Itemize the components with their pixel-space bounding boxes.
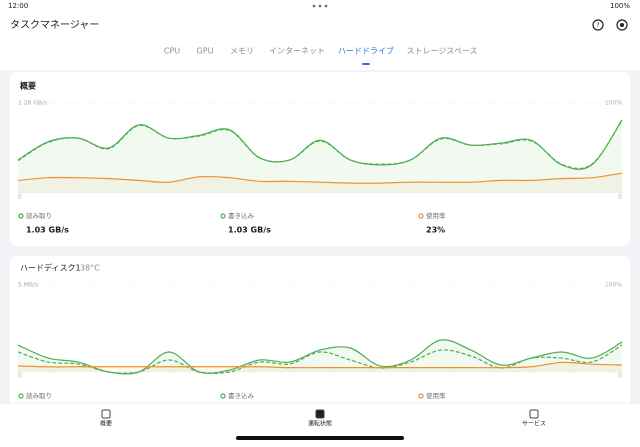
legend-label: 書き込み bbox=[228, 211, 255, 220]
line bbox=[17, 344, 623, 374]
y-tick-label: 5 MB/s bbox=[18, 282, 38, 289]
y-tick-label: 0 bbox=[18, 373, 22, 380]
temperature: 38°C bbox=[80, 264, 100, 273]
status-battery: 100% bbox=[610, 2, 630, 10]
app-title: タスクマネージャー bbox=[10, 19, 99, 31]
line bbox=[17, 119, 623, 170]
line bbox=[17, 172, 623, 184]
reading: 1.03 GB/s bbox=[228, 226, 271, 235]
nav-icon bbox=[529, 409, 539, 419]
legend-dot bbox=[418, 213, 424, 219]
y2-tick-label: 0 bbox=[618, 373, 622, 380]
charts: 0 1.28 GB/s 0 100% 読み取り 1.03 GB/s 書き込み 1.03 GB/… bbox=[17, 100, 623, 400]
tab-underline bbox=[362, 63, 370, 65]
status-time: 12:00 bbox=[8, 2, 28, 10]
chart: 0 1.28 GB/s 0 100% 読み取り 1.03 GB/s 書き込み 1.03 GB/… bbox=[17, 100, 623, 235]
legend-dot bbox=[418, 393, 424, 399]
legend-label: 書き込み bbox=[228, 391, 255, 400]
legend-dot bbox=[18, 393, 24, 399]
y-tick-label: 0 bbox=[18, 194, 22, 201]
nav-label: サービス bbox=[522, 420, 546, 428]
tab-bar: CPU GPU メモリ インターネット ハードドライブ ストレージスペース bbox=[164, 46, 478, 65]
y-tick-label: 1.28 GB/s bbox=[18, 100, 47, 107]
legend-label: 使用率 bbox=[426, 391, 446, 400]
nav-item[interactable]: 運転状態 bbox=[308, 409, 332, 428]
area bbox=[18, 173, 622, 193]
status-dots bbox=[312, 4, 328, 8]
disk-card bbox=[10, 256, 630, 426]
tab[interactable]: インターネット bbox=[269, 47, 325, 56]
nav-item[interactable]: サービス bbox=[522, 409, 546, 428]
chart: 0 5 MB/s 0 100% 読み取り 書き込み 使用率 bbox=[17, 282, 623, 400]
legend-dot bbox=[220, 393, 226, 399]
legend-label: 使用率 bbox=[426, 211, 446, 220]
legend-dot bbox=[220, 213, 226, 219]
legend-dot bbox=[18, 213, 24, 219]
summary-card bbox=[10, 72, 630, 246]
tab[interactable]: ハードドライブ bbox=[338, 46, 394, 56]
card-title: 概要 bbox=[20, 81, 36, 91]
nav-label: 概要 bbox=[100, 420, 112, 428]
nav-item[interactable]: 概要 bbox=[100, 409, 112, 428]
svg-text:?: ? bbox=[596, 22, 599, 29]
nav-icon bbox=[315, 409, 325, 419]
settings-button[interactable] bbox=[616, 19, 628, 31]
legend-label: 読み取り bbox=[26, 391, 52, 400]
tab[interactable]: CPU bbox=[164, 47, 180, 56]
y2-tick-label: 0 bbox=[618, 194, 622, 201]
area bbox=[18, 362, 622, 372]
y2-tick-label: 100% bbox=[605, 282, 622, 289]
card-title: ハードディスク1 bbox=[20, 263, 81, 273]
line bbox=[17, 361, 623, 369]
nav-label: 運転状態 bbox=[308, 420, 332, 428]
tab[interactable]: メモリ bbox=[230, 47, 254, 56]
home-indicator bbox=[236, 436, 404, 440]
help-button[interactable]: ? bbox=[592, 19, 604, 31]
top-bar bbox=[0, 0, 640, 70]
reading: 23% bbox=[426, 226, 445, 235]
area bbox=[18, 339, 622, 374]
legend-label: 読み取り bbox=[26, 211, 52, 220]
line bbox=[17, 120, 623, 169]
y2-tick-label: 100% bbox=[605, 100, 622, 107]
tab[interactable]: ストレージスペース bbox=[407, 47, 478, 56]
tab[interactable]: GPU bbox=[197, 47, 214, 56]
nav-icon bbox=[101, 409, 111, 419]
reading: 1.03 GB/s bbox=[26, 226, 69, 235]
nav-items: 概要 運転状態 サービス bbox=[100, 409, 546, 428]
